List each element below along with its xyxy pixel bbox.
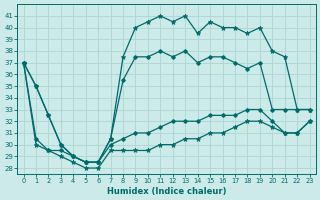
X-axis label: Humidex (Indice chaleur): Humidex (Indice chaleur) bbox=[107, 187, 226, 196]
